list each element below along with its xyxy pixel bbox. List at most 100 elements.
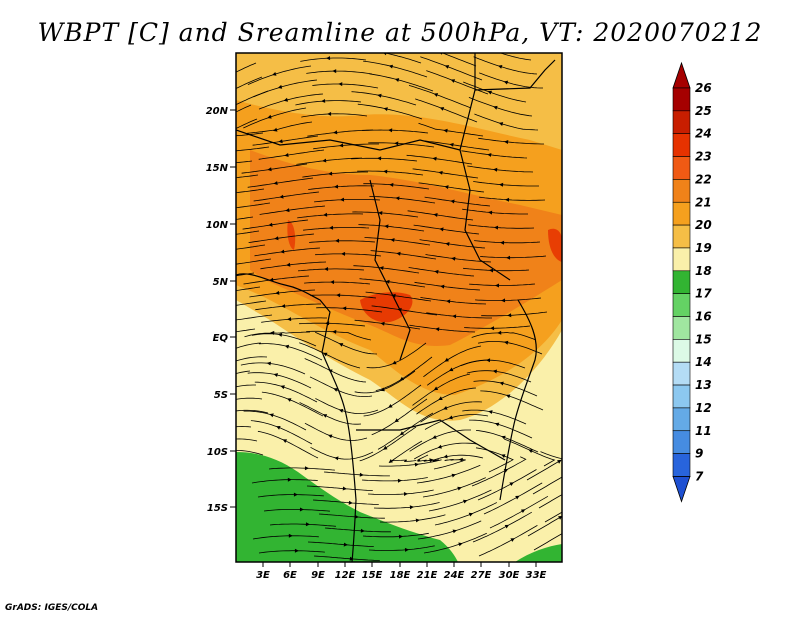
streamline-arrowhead xyxy=(388,459,393,463)
streamline xyxy=(318,513,385,519)
streamline-arrowhead xyxy=(389,182,394,187)
streamline-arrowhead xyxy=(439,107,445,111)
streamline-arrowhead xyxy=(380,387,385,392)
colorbar: 26 25 24 23 22 21 20 19 18 17 16 15 14 13 12 11 9 7 xyxy=(672,61,712,503)
colorbar-label: 9 xyxy=(695,447,703,461)
streamline-arrowhead xyxy=(322,414,328,418)
streamline xyxy=(323,471,390,477)
colorbar-swatch xyxy=(672,384,691,409)
streamline-arrowhead xyxy=(435,327,440,332)
streamline xyxy=(251,333,317,347)
streamline xyxy=(471,332,537,341)
streamline xyxy=(353,265,420,274)
streamline-arrowhead xyxy=(486,358,491,363)
streamline xyxy=(479,196,546,201)
streamline xyxy=(310,446,374,460)
streamline-arrowhead xyxy=(288,533,293,538)
streamline-arrowhead xyxy=(457,486,462,491)
streamline-arrowhead xyxy=(488,410,493,414)
streamline xyxy=(306,485,373,491)
wbpt-band-22-23 xyxy=(250,150,562,346)
streamline xyxy=(255,303,321,311)
streamline-arrowhead xyxy=(488,210,493,215)
streamline-arrowhead xyxy=(348,500,353,505)
streamline-arrowhead xyxy=(299,507,304,512)
streamline xyxy=(368,142,435,148)
streamline xyxy=(469,283,536,286)
streamline xyxy=(475,430,539,453)
streamline xyxy=(422,477,486,498)
streamline xyxy=(236,62,257,73)
streamline xyxy=(314,199,381,203)
streamline xyxy=(236,300,267,306)
streamline xyxy=(478,525,538,557)
streamline-arrowhead xyxy=(327,111,332,116)
streamline xyxy=(299,322,366,327)
streamline-arrowhead xyxy=(497,330,502,335)
streamline xyxy=(369,196,436,204)
streamline xyxy=(250,420,313,445)
streamline xyxy=(538,494,562,509)
streamline xyxy=(247,121,313,134)
streamline-arrowhead xyxy=(342,486,347,491)
streamline-arrowhead xyxy=(404,547,409,552)
colorbar-swatch xyxy=(672,270,691,294)
streamline xyxy=(236,90,269,106)
streamline-arrowhead xyxy=(437,444,442,449)
streamline xyxy=(315,253,382,257)
streamline xyxy=(243,275,310,285)
streamline-arrowhead xyxy=(287,477,292,482)
streamline xyxy=(544,511,562,523)
lon-tick-label: 30E xyxy=(499,570,520,581)
streamline xyxy=(312,83,379,89)
streamline-arrowhead xyxy=(388,404,393,408)
streamline xyxy=(303,227,370,231)
streamline-arrowhead xyxy=(444,185,449,190)
streamline-arrowhead xyxy=(225,248,229,252)
streamline-arrowhead xyxy=(493,167,498,172)
streamline-arrowhead xyxy=(492,369,497,374)
colorbar-swatch xyxy=(672,293,691,317)
streamline xyxy=(433,459,466,470)
streamline-arrowhead xyxy=(433,93,439,97)
streamline xyxy=(236,342,262,349)
lat-tick-label: 15S xyxy=(207,503,228,514)
streamline xyxy=(357,103,423,120)
streamline-arrowhead xyxy=(273,373,278,377)
streamline xyxy=(475,297,542,301)
streamline-arrowhead xyxy=(432,435,437,439)
streamline xyxy=(462,208,528,215)
streamline-arrowhead xyxy=(448,367,454,372)
streamline-arrowhead xyxy=(328,434,333,439)
streamline xyxy=(469,419,533,439)
streamline-arrowhead xyxy=(329,225,334,230)
streamline xyxy=(269,523,336,527)
streamline xyxy=(526,451,562,481)
streamline xyxy=(304,281,371,285)
streamline xyxy=(354,370,416,394)
streamline xyxy=(408,267,475,277)
streamline-arrowhead xyxy=(330,280,335,285)
streamline xyxy=(378,459,442,467)
streamline-arrowhead xyxy=(399,376,405,381)
streamline-arrowhead xyxy=(332,69,337,74)
streamline xyxy=(362,532,429,538)
streamline-arrowhead xyxy=(278,139,283,144)
streamline xyxy=(468,97,533,117)
streamline xyxy=(474,240,541,244)
streamline-arrowhead xyxy=(223,350,227,354)
latitude-axis: 20N 15N 10N 5N EQ 5S 10S 15S xyxy=(206,106,236,514)
streamline xyxy=(261,391,324,417)
streamline xyxy=(416,387,477,415)
streamline-arrowhead xyxy=(338,82,343,87)
streamline-arrowhead xyxy=(558,515,562,520)
streamline xyxy=(357,170,424,176)
streamline xyxy=(413,224,480,235)
streamline-arrowhead xyxy=(380,321,385,326)
streamline-arrowhead xyxy=(575,502,580,506)
streamline xyxy=(432,454,484,462)
streamline xyxy=(426,312,492,319)
streamline xyxy=(359,426,417,462)
streamline xyxy=(300,57,367,62)
